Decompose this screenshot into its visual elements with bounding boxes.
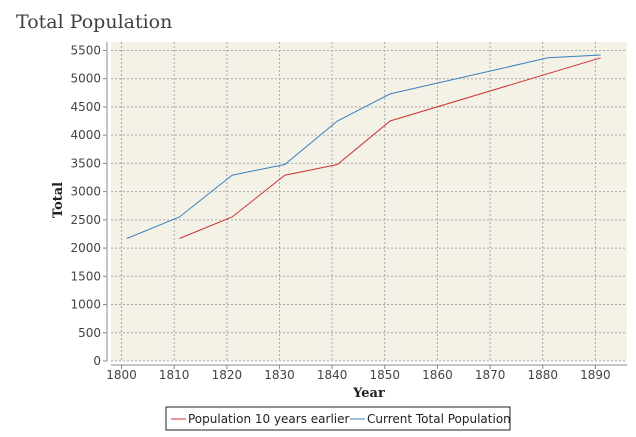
y-tick-label: 0 <box>93 354 101 368</box>
y-tick-label: 3500 <box>70 156 101 170</box>
series-line-0 <box>179 57 601 239</box>
series-layer <box>126 54 601 239</box>
x-tick-label: 1800 <box>106 368 137 382</box>
chart-title: Total Population <box>16 11 172 33</box>
y-tick-label: 500 <box>78 326 101 340</box>
grid <box>111 42 627 362</box>
y-tick-label: 5500 <box>70 43 101 57</box>
y-tick-label: 1500 <box>70 269 101 283</box>
axes: 0 500 1000 1500 2000 2500 3000 3500 4000 4500 5000… <box>70 42 627 382</box>
plot-area <box>111 42 627 361</box>
x-tick-label: 1870 <box>475 368 506 382</box>
y-tick-label: 2500 <box>70 213 101 227</box>
legend-label-1: Current Total Population <box>367 412 511 426</box>
legend: Population 10 years earlier Current Tota… <box>165 406 511 431</box>
series-line-1 <box>126 54 601 239</box>
y-tick-label: 3000 <box>70 185 101 199</box>
x-tick-label: 1830 <box>264 368 295 382</box>
y-axis-label: Total <box>51 182 66 218</box>
x-tick-label: 1880 <box>527 368 558 382</box>
x-tick-label: 1860 <box>422 368 453 382</box>
x-tick-label: 1850 <box>370 368 401 382</box>
y-tick-label: 1000 <box>70 298 101 312</box>
x-tick-label: 1890 <box>580 368 611 382</box>
x-tick-label: 1820 <box>212 368 243 382</box>
y-tick-label: 2000 <box>70 241 101 255</box>
legend-box <box>165 406 511 431</box>
x-tick-label: 1810 <box>159 368 190 382</box>
y-tick-label: 4500 <box>70 100 101 114</box>
x-tick-label: 1840 <box>317 368 348 382</box>
legend-label-0: Population 10 years earlier <box>188 412 350 426</box>
y-tick-label: 5000 <box>70 72 101 86</box>
x-axis-label: Year <box>352 386 385 401</box>
y-tick-label: 4000 <box>70 128 101 142</box>
